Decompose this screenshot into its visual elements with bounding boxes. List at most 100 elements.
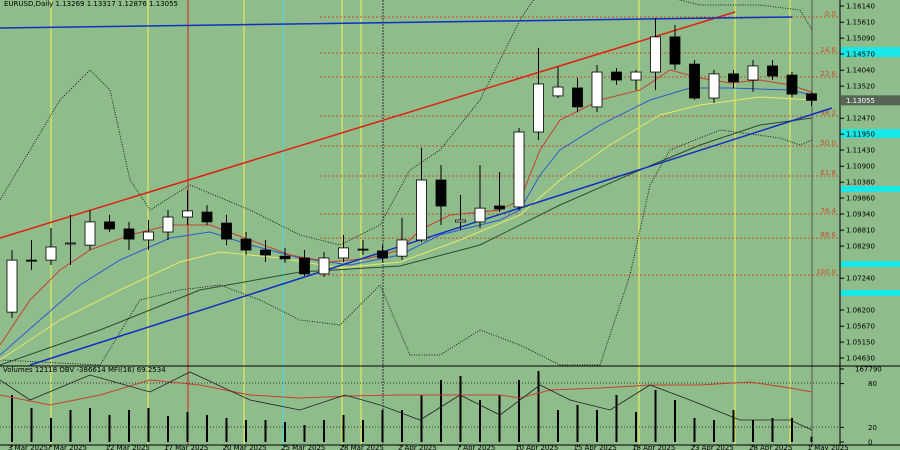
candle-body bbox=[240, 238, 252, 251]
x-tick-label: 25 Mar 2025 bbox=[281, 444, 325, 450]
y-tick-label: 1.09340 bbox=[846, 210, 875, 218]
fib-label: 76.4 bbox=[820, 207, 836, 215]
candle-body bbox=[84, 221, 96, 246]
candle-body bbox=[533, 83, 544, 133]
y-tick-label: 1.11950 bbox=[846, 131, 875, 139]
volume-indicators bbox=[0, 371, 813, 431]
trend-line-bottom bbox=[29, 107, 833, 366]
fib-label: 88.6 bbox=[820, 231, 836, 239]
price-marker-box bbox=[841, 95, 900, 106]
level-box bbox=[841, 261, 900, 267]
x-tick-label: 20 Mar 2025 bbox=[223, 444, 267, 450]
candle-body bbox=[806, 93, 817, 101]
ma-slow bbox=[0, 117, 813, 366]
y-tick-label: 1.11430 bbox=[846, 147, 875, 155]
x-tick-label: 12 Mar 2025 bbox=[106, 444, 150, 450]
price-axis-bg bbox=[840, 0, 900, 450]
candle-body bbox=[689, 63, 700, 99]
candle-body bbox=[591, 71, 603, 108]
mfi-tick-label: 20 bbox=[868, 424, 877, 432]
x-tick-label: 1 May 2025 bbox=[808, 444, 849, 450]
candle-body bbox=[396, 239, 408, 257]
candle-body bbox=[26, 259, 37, 262]
candle-body bbox=[260, 249, 271, 256]
candle-body bbox=[669, 36, 681, 65]
candle-body bbox=[104, 221, 115, 230]
candle-body bbox=[494, 205, 505, 210]
volume-tick-label: 167790 bbox=[855, 366, 882, 374]
fib-label: 50.0 bbox=[820, 139, 836, 147]
level-box bbox=[841, 290, 900, 296]
candle-body bbox=[162, 216, 174, 233]
x-tick-label: 17 Mar 2025 bbox=[164, 444, 208, 450]
y-tick-label: 1.05670 bbox=[846, 323, 875, 331]
indicators bbox=[0, 0, 833, 366]
candle-body bbox=[357, 248, 369, 251]
highlight-levels bbox=[841, 47, 900, 296]
x-tick-label: 28 Mar 2025 bbox=[340, 444, 384, 450]
candle-body bbox=[299, 257, 310, 275]
y-tick-label: 1.16140 bbox=[846, 2, 875, 10]
volume-tick-label: 0 bbox=[868, 439, 872, 447]
obv-line bbox=[0, 379, 813, 406]
level-box bbox=[841, 129, 900, 138]
candle-body bbox=[455, 219, 466, 223]
candle-body bbox=[279, 255, 291, 260]
x-tick-label: 15 Apr 2025 bbox=[574, 444, 617, 450]
candle-body bbox=[572, 87, 583, 108]
fib-label: 100.0 bbox=[816, 268, 836, 276]
fib-label: 0.0 bbox=[825, 10, 836, 18]
x-tick-label: 3 Mar 2025 bbox=[8, 444, 48, 450]
fib-label: 61.8 bbox=[820, 169, 836, 177]
x-tick-label: 18 Apr 2025 bbox=[632, 444, 675, 450]
candle-body bbox=[611, 71, 622, 81]
level-box bbox=[841, 47, 900, 57]
y-tick-label: 1.10380 bbox=[846, 179, 875, 187]
candle-body bbox=[318, 257, 330, 275]
y-tick-label: 1.10900 bbox=[846, 163, 875, 171]
y-tick-label: 1.04630 bbox=[846, 354, 875, 362]
axis-labels: 1.16140 1.15610 1.15090 1.14570 1.14040 1.135… bbox=[8, 2, 900, 450]
candle-body bbox=[182, 210, 193, 218]
x-tick-label: 28 Apr 2025 bbox=[749, 444, 792, 450]
candle-body bbox=[786, 74, 798, 95]
candle-body bbox=[143, 231, 154, 241]
y-tick-label: 1.15610 bbox=[846, 19, 875, 27]
level-box bbox=[841, 186, 900, 192]
mfi-tick-label: 80 bbox=[868, 380, 877, 388]
trend-line-red bbox=[0, 11, 736, 239]
candle-body bbox=[416, 179, 427, 241]
fib-label: 14.6 bbox=[820, 46, 836, 54]
candle-body bbox=[201, 211, 213, 223]
volume-bars bbox=[11, 370, 813, 442]
candle-body bbox=[123, 228, 135, 240]
y-tick-label: 1.13520 bbox=[846, 83, 875, 91]
price-marker-label: 1.13055 bbox=[846, 97, 875, 105]
candle-body bbox=[435, 179, 447, 207]
y-tick-label: 1.06200 bbox=[846, 306, 875, 314]
candle-body bbox=[45, 246, 57, 261]
y-tick-label: 1.14040 bbox=[846, 67, 875, 75]
mfi-line bbox=[0, 371, 813, 431]
trend-line-top bbox=[0, 16, 793, 29]
ma-yellow bbox=[0, 96, 813, 361]
candle-body bbox=[338, 247, 349, 259]
x-tick-label: 23 Apr 2025 bbox=[691, 444, 734, 450]
candle-body bbox=[708, 73, 720, 99]
x-tick-label: 7 Apr 2025 bbox=[457, 444, 496, 450]
x-tick-label: 10 Apr 2025 bbox=[515, 444, 558, 450]
y-tick-label: 1.14570 bbox=[846, 51, 875, 59]
bollinger-lower bbox=[0, 129, 813, 366]
candle-body bbox=[513, 131, 525, 208]
y-tick-label: 1.05150 bbox=[846, 339, 875, 347]
x-tick-label: 7 Mar 2025 bbox=[47, 444, 87, 450]
y-tick-label: 1.12470 bbox=[846, 115, 875, 123]
volume-title: Volumes 12118 OBV -386614 MFI(16) 69.253… bbox=[3, 366, 166, 374]
candle-body bbox=[552, 86, 564, 97]
bollinger-upper bbox=[0, 0, 813, 246]
fib-label: 38.2 bbox=[820, 109, 836, 117]
fib-label: 23.6 bbox=[820, 70, 836, 78]
candle-body bbox=[377, 250, 388, 259]
candle-body bbox=[630, 71, 642, 81]
